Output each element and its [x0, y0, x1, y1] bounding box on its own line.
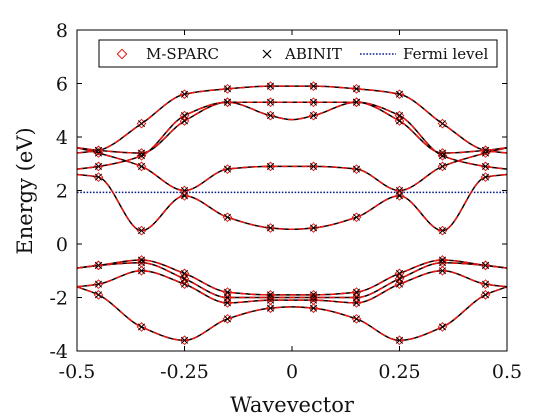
x-tick-label: 0: [286, 361, 298, 383]
legend-msparc-label: M-SPARC: [146, 45, 219, 63]
y-tick-label: -4: [49, 341, 68, 363]
y-tick-label: 0: [56, 234, 68, 256]
x-tick-label: 0.5: [492, 361, 522, 383]
x-tick-label: 0.25: [378, 361, 420, 383]
x-tick-label: -0.5: [59, 361, 96, 383]
y-axis-title: Energy (eV): [13, 127, 37, 254]
x-axis-title: Wavevector: [230, 393, 355, 417]
y-tick-label: -2: [49, 288, 68, 310]
x-tick-label: -0.25: [160, 361, 209, 383]
y-tick-label: 8: [56, 20, 68, 42]
legend-fermi-label: Fermi level: [403, 45, 488, 63]
legend-abinit-label: ABINIT: [284, 45, 342, 63]
legend: M-SPARC ABINIT Fermi level: [99, 40, 497, 67]
y-tick-label: 6: [56, 74, 68, 96]
y-tick-label: 2: [56, 181, 68, 203]
y-tick-label: 4: [56, 127, 68, 149]
